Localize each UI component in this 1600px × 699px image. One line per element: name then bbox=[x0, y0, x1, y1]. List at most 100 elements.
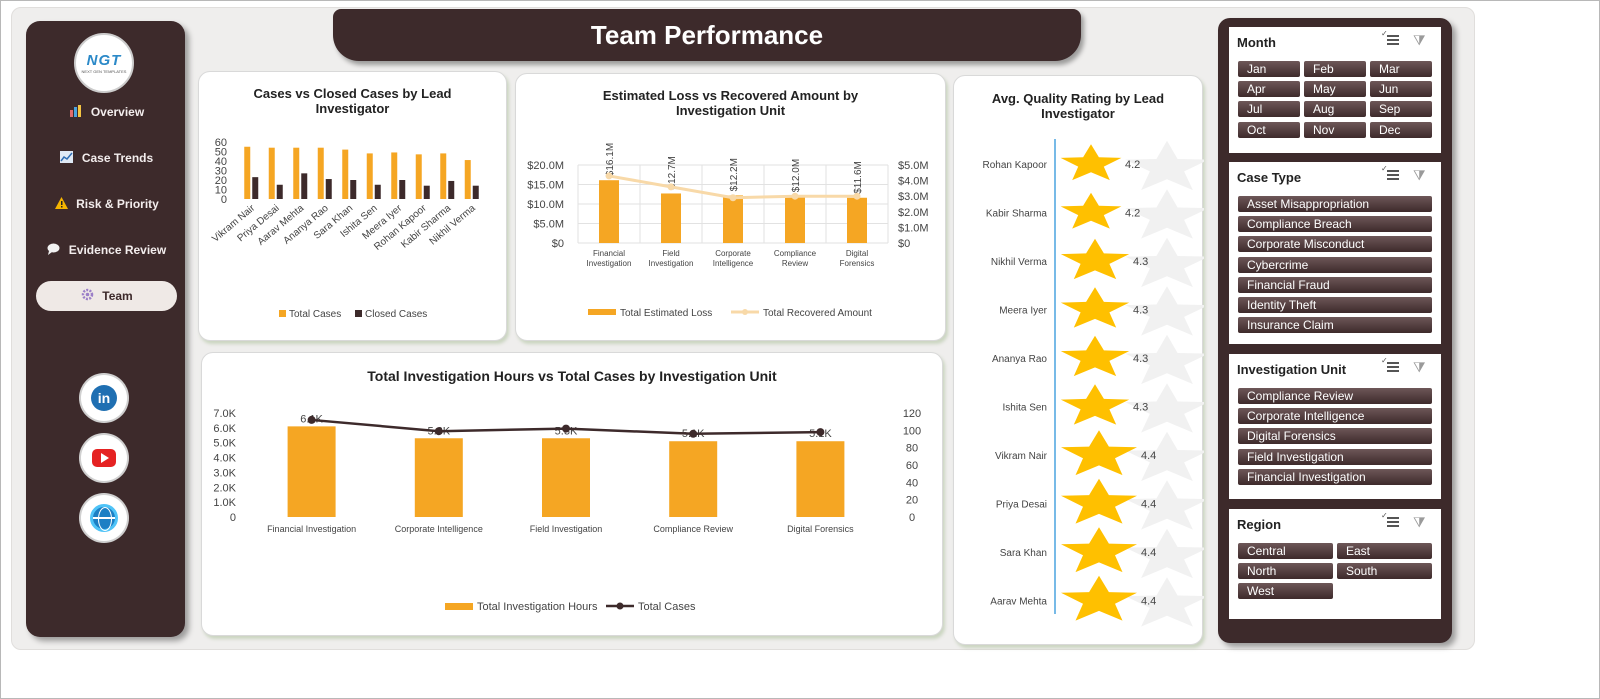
slicer-item[interactable]: Nov bbox=[1304, 121, 1366, 138]
y-tick-label: Nikhil Verma bbox=[991, 257, 1048, 268]
y-tick-label-left: 6.0K bbox=[213, 423, 236, 435]
slicer-item[interactable]: Jun bbox=[1370, 81, 1432, 98]
slicer-item[interactable]: Jan bbox=[1238, 61, 1300, 77]
y-tick-label: Meera Iyer bbox=[999, 306, 1047, 317]
website-link[interactable] bbox=[81, 495, 127, 541]
y-tick-label-right: 60 bbox=[906, 460, 918, 472]
multi-select-icon[interactable] bbox=[1381, 357, 1399, 374]
youtube-link[interactable] bbox=[81, 435, 127, 481]
slicer-item[interactable]: Jul bbox=[1238, 101, 1300, 118]
nav-item-evidence-review[interactable]: Evidence Review bbox=[36, 235, 177, 265]
slicer-item[interactable]: Cybercrime bbox=[1238, 256, 1432, 273]
slicer-item[interactable]: Identity Theft bbox=[1238, 297, 1432, 313]
slicer-item[interactable]: Feb bbox=[1304, 61, 1366, 77]
logo-mark: NGT bbox=[86, 52, 122, 69]
multi-select-icon[interactable] bbox=[1381, 512, 1399, 529]
slicer-item[interactable]: Insurance Claim bbox=[1238, 317, 1432, 334]
nav-item-team[interactable]: Team bbox=[36, 281, 177, 311]
nav-item-case-trends[interactable]: Case Trends bbox=[36, 143, 177, 173]
bar-estimated-loss bbox=[847, 197, 867, 243]
y-tick-label: 0 bbox=[221, 194, 227, 206]
globe-icon bbox=[90, 504, 118, 532]
legend-label: Total Cases bbox=[289, 309, 341, 320]
bar-investigation-hours bbox=[796, 441, 845, 517]
data-label: 4.2 bbox=[1125, 159, 1140, 171]
bar-closed-cases bbox=[276, 184, 283, 199]
slicer-item[interactable]: Apr bbox=[1238, 81, 1300, 98]
data-label: $12.2M bbox=[729, 158, 740, 191]
y-tick-label-left: $20.0M bbox=[527, 160, 564, 172]
bar-closed-cases bbox=[399, 180, 406, 199]
x-tick-label: Field bbox=[662, 249, 679, 258]
legend-swatch bbox=[279, 310, 286, 317]
slicer-item[interactable]: Financial Investigation bbox=[1238, 468, 1432, 485]
slicer-item[interactable]: East bbox=[1337, 543, 1432, 559]
x-tick-label: Financial Investigation bbox=[267, 524, 356, 534]
bar-closed-cases bbox=[448, 180, 455, 199]
y-tick-label: 10 bbox=[215, 185, 227, 197]
slicer-item[interactable]: May bbox=[1304, 81, 1366, 98]
slicer-item[interactable]: Oct bbox=[1238, 121, 1300, 138]
chat-bubble-icon bbox=[47, 243, 61, 258]
slicer-item[interactable]: Corporate Misconduct bbox=[1238, 236, 1432, 253]
slicer-item[interactable]: South bbox=[1337, 563, 1432, 580]
data-label: 4.4 bbox=[1141, 596, 1156, 608]
star-shadow bbox=[1125, 528, 1204, 579]
nav-item-risk-priority[interactable]: Risk & Priority bbox=[36, 189, 177, 219]
logo-subtitle: NEXT GEN TEMPLATES bbox=[81, 69, 127, 74]
slicer-item[interactable]: Financial Fraud bbox=[1238, 276, 1432, 293]
slicer-item[interactable]: Field Investigation bbox=[1238, 448, 1432, 465]
line-point-recovered bbox=[791, 192, 799, 200]
y-tick-label: Sara Khan bbox=[1000, 548, 1047, 559]
y-tick-label-left: 1.0K bbox=[213, 497, 236, 509]
linkedin-link[interactable]: in bbox=[81, 375, 127, 421]
y-tick-label: 30 bbox=[215, 166, 227, 178]
legend-label: Total Estimated Loss bbox=[620, 308, 712, 319]
slicer-toolbar: ⧩ bbox=[1381, 165, 1431, 184]
y-tick-label-left: 3.0K bbox=[213, 467, 236, 479]
bar-investigation-hours bbox=[287, 426, 336, 517]
rating-star bbox=[1061, 575, 1137, 621]
slicer-item[interactable]: Sep bbox=[1370, 101, 1432, 118]
slicer-toolbar: ⧩ bbox=[1381, 357, 1431, 376]
slicer-title: Investigation Unit bbox=[1237, 362, 1347, 377]
slicer-item[interactable]: Digital Forensics bbox=[1238, 428, 1432, 445]
slicer-title: Region bbox=[1237, 517, 1282, 532]
slicer-item[interactable]: Dec bbox=[1370, 121, 1432, 138]
slicer-item[interactable]: Central bbox=[1238, 543, 1333, 559]
bar-closed-cases bbox=[325, 179, 332, 199]
y-tick-label: 40 bbox=[215, 156, 227, 168]
clear-filter-icon[interactable]: ⧩ bbox=[1413, 359, 1426, 375]
slicer-item[interactable]: West bbox=[1238, 583, 1333, 600]
slicer-item[interactable]: Mar bbox=[1370, 61, 1432, 77]
slicer-item[interactable]: Asset Misappropriation bbox=[1238, 196, 1432, 212]
multi-select-icon[interactable] bbox=[1381, 30, 1399, 47]
clear-filter-icon[interactable]: ⧩ bbox=[1413, 514, 1426, 530]
slicer-item[interactable]: Compliance Breach bbox=[1238, 216, 1432, 233]
y-tick-label-left: $0 bbox=[552, 238, 564, 250]
nav-item-overview[interactable]: Overview bbox=[36, 97, 177, 127]
x-tick-label: Review bbox=[782, 259, 808, 268]
x-tick-label: Financial bbox=[593, 249, 625, 258]
slicer-item[interactable]: Compliance Review bbox=[1238, 388, 1432, 404]
bar-total-cases bbox=[268, 147, 275, 199]
bar-total-cases bbox=[464, 160, 471, 199]
slicer-item[interactable]: Aug bbox=[1304, 101, 1366, 118]
line-point-total-cases bbox=[816, 428, 825, 437]
slicer-item[interactable]: North bbox=[1238, 563, 1333, 580]
y-tick-label-left: $10.0M bbox=[527, 199, 564, 211]
y-tick-label: 20 bbox=[215, 175, 227, 187]
multi-select-icon[interactable] bbox=[1381, 165, 1399, 182]
x-tick-label: Investigation bbox=[649, 259, 694, 268]
brand-logo[interactable]: NGT NEXT GEN TEMPLATES bbox=[74, 33, 134, 93]
chart-card-cases-closed: Cases vs Closed Cases by Lead Investigat… bbox=[198, 71, 507, 341]
clear-filter-icon[interactable]: ⧩ bbox=[1413, 32, 1426, 48]
bar-total-cases bbox=[293, 147, 300, 199]
slicer-item[interactable]: Corporate Intelligence bbox=[1238, 408, 1432, 425]
y-tick-label: Kabir Sharma bbox=[986, 209, 1048, 220]
y-tick-label-right: 120 bbox=[903, 408, 921, 420]
rating-star bbox=[1061, 478, 1137, 524]
clear-filter-icon[interactable]: ⧩ bbox=[1413, 167, 1426, 183]
bar-total-cases bbox=[440, 153, 447, 199]
